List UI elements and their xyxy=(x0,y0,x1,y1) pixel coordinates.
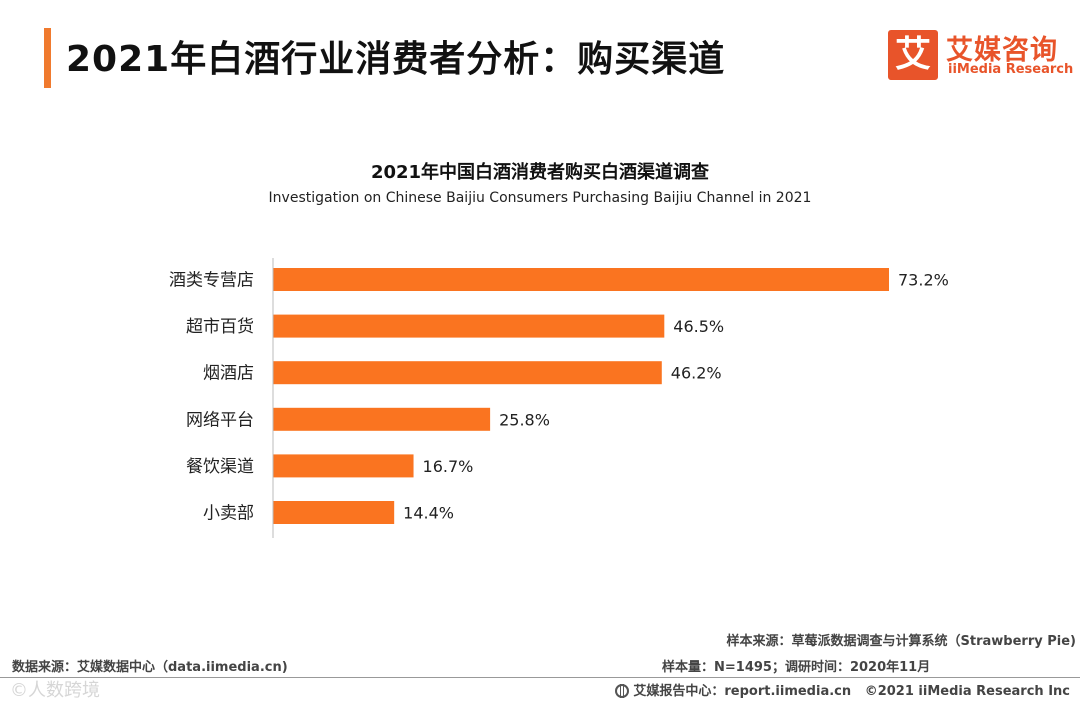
value-label: 16.7% xyxy=(423,457,474,476)
globe-icon xyxy=(615,684,630,698)
category-label: 酒类专营店 xyxy=(169,271,254,291)
logo-name-en: iiMedia Research xyxy=(948,62,1074,77)
bar-4 xyxy=(273,407,491,431)
page-title: 2021年白酒行业消费者分析：购买渠道 xyxy=(66,39,726,80)
category-label: 超市百货 xyxy=(186,317,254,337)
sample-size: 样本量：N=1495；调研时间：2020年11月 xyxy=(662,660,931,675)
bar-6 xyxy=(273,501,395,524)
report-center: 艾媒报告中心：report.iimedia.cn xyxy=(633,684,852,699)
value-label: 14.4% xyxy=(403,504,454,523)
bar-3 xyxy=(273,361,662,385)
data-source: 数据来源：艾媒数据中心（data.iimedia.cn) xyxy=(12,660,288,675)
sample-source: 样本来源：草莓派数据调查与计算系统（Strawberry Pie) xyxy=(726,634,1076,649)
category-label: 烟酒店 xyxy=(203,364,254,384)
category-label: 网络平台 xyxy=(186,410,254,430)
value-label: 46.2% xyxy=(671,364,722,383)
copyright: ©2021 iiMedia Research Inc xyxy=(864,684,1070,699)
category-label: 餐饮渠道 xyxy=(186,457,254,477)
footer-credits: 艾媒报告中心：report.iimedia.cn ©2021 iiMedia R… xyxy=(615,680,1070,699)
bar-5 xyxy=(273,454,414,478)
value-label: 46.5% xyxy=(673,317,724,336)
logo-mark: 艾 xyxy=(888,30,938,80)
footer-divider xyxy=(0,677,1080,678)
bar-2 xyxy=(273,314,665,338)
value-label: 25.8% xyxy=(499,410,550,429)
iimedia-logo: 艾 艾媒咨询 iiMedia Research xyxy=(888,30,1073,82)
watermark: ©人数跨境 xyxy=(10,680,100,701)
value-label: 73.2% xyxy=(898,271,949,290)
chart-subtitle: Investigation on Chinese Baijiu Consumer… xyxy=(268,190,812,206)
title-accent-bar xyxy=(44,28,51,88)
logo-name-cn: 艾媒咨询 xyxy=(946,35,1058,66)
bar-1 xyxy=(273,268,889,291)
chart-title: 2021年中国白酒消费者购买白酒渠道调查 xyxy=(370,162,710,183)
category-label: 小卖部 xyxy=(203,504,254,524)
